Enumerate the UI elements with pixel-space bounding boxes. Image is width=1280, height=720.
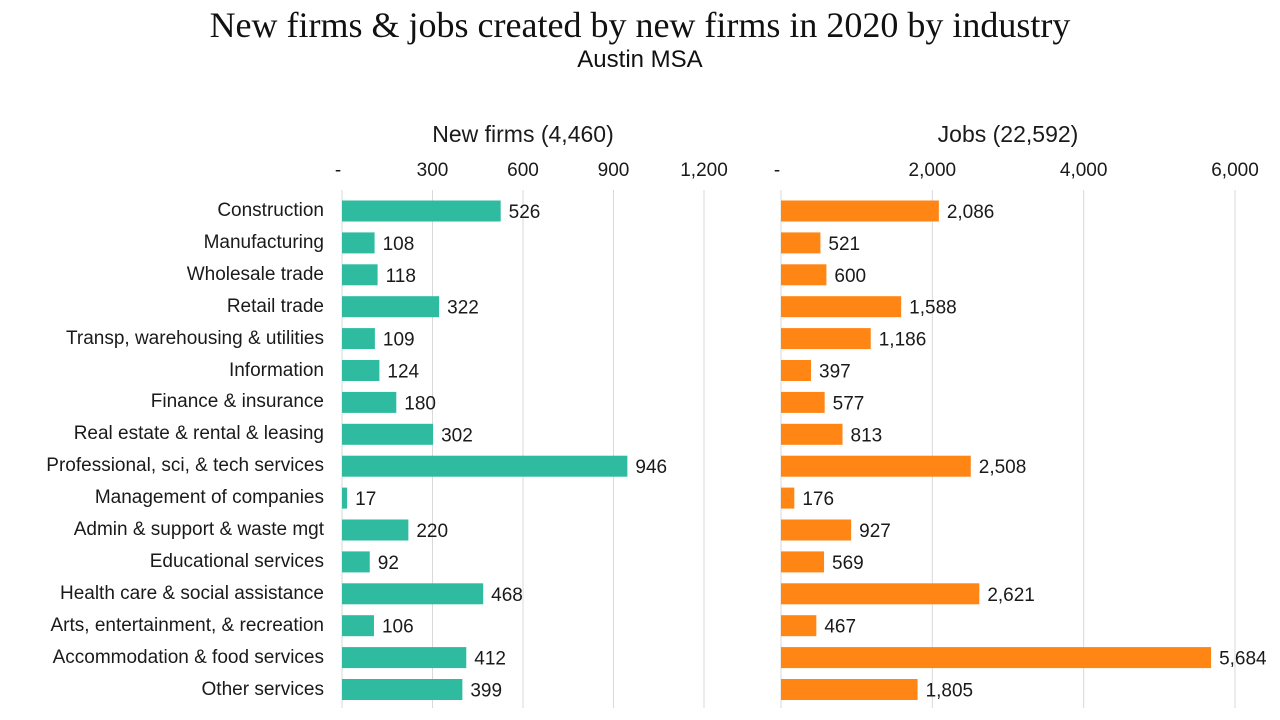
firms-value-label: 322 <box>447 298 479 319</box>
jobs-tick-label: - <box>774 160 780 181</box>
firms-bar <box>342 679 463 700</box>
jobs-value-label: 467 <box>824 617 856 638</box>
firms-value-label: 220 <box>416 521 448 542</box>
firms-bar <box>342 360 380 381</box>
firms-bar <box>342 264 378 286</box>
firms-value-label: 92 <box>378 553 399 574</box>
jobs-tick-label: 6,000 <box>1211 160 1259 181</box>
jobs-bar <box>781 328 871 350</box>
firms-bar <box>342 423 434 445</box>
firms-tick-label: 300 <box>417 160 449 181</box>
firms-value-label: 106 <box>382 617 414 638</box>
firms-value-label: 946 <box>635 457 667 478</box>
firms-value-label: 17 <box>355 489 376 510</box>
jobs-bar <box>781 583 980 605</box>
firms-bar <box>342 519 409 541</box>
jobs-bar <box>781 487 795 509</box>
jobs-bar <box>781 647 1212 669</box>
category-label: Professional, sci, & tech services <box>46 455 324 477</box>
category-label: Retail trade <box>226 295 324 317</box>
firms-bar <box>342 296 440 318</box>
jobs-bar <box>781 264 827 286</box>
firms-value-label: 526 <box>509 202 541 223</box>
firms-value-label: 302 <box>441 425 473 446</box>
jobs-bar <box>781 200 939 222</box>
firms-value-label: 399 <box>470 681 502 702</box>
firms-bar <box>342 487 348 509</box>
firms-value-label: 118 <box>386 266 416 287</box>
firms-value-label: 180 <box>404 393 436 414</box>
jobs-value-label: 2,086 <box>947 202 995 223</box>
jobs-bar <box>781 391 825 413</box>
jobs-value-label: 577 <box>833 393 865 414</box>
firms-tick-label: 1,200 <box>680 160 728 181</box>
jobs-bar <box>781 679 918 700</box>
jobs-value-label: 813 <box>851 425 883 446</box>
category-label: Arts, entertainment, & recreation <box>50 614 324 636</box>
jobs-value-label: 927 <box>859 521 891 542</box>
chart-subtitle: Austin MSA <box>577 46 703 73</box>
firms-value-label: 412 <box>474 649 506 670</box>
firms-value-label: 468 <box>491 585 523 606</box>
jobs-value-label: 521 <box>828 234 860 255</box>
firms-bar <box>342 232 375 254</box>
jobs-bar <box>781 423 843 445</box>
firms-bar <box>342 615 374 637</box>
jobs-value-label: 1,805 <box>926 681 974 702</box>
jobs-value-label: 5,684 <box>1219 649 1267 670</box>
category-label: Real estate & rental & leasing <box>73 423 324 445</box>
jobs-bar <box>781 519 852 541</box>
firms-bar <box>342 551 370 573</box>
jobs-bar <box>781 551 825 573</box>
jobs-bar <box>781 296 902 318</box>
jobs-value-label: 569 <box>832 553 864 574</box>
jobs-bar <box>781 232 821 254</box>
firms-bar <box>342 647 467 669</box>
jobs-tick-label: 2,000 <box>909 160 957 181</box>
jobs-bar <box>781 360 812 381</box>
firms-value-label: 108 <box>383 234 415 255</box>
firms-panel-title: New firms (4,460) <box>432 121 614 147</box>
category-label: Admin & support & waste mgt <box>73 519 324 540</box>
jobs-value-label: 2,508 <box>979 457 1027 478</box>
category-label: Accommodation & food services <box>52 646 324 668</box>
category-label: Wholesale trade <box>186 263 324 285</box>
category-label: Management of companies <box>94 487 324 509</box>
category-label: Health care & social assistance <box>59 582 324 604</box>
jobs-tick-label: 4,000 <box>1060 160 1108 181</box>
jobs-value-label: 600 <box>834 266 866 287</box>
category-label: Manufacturing <box>203 231 324 253</box>
category-label: Other services <box>201 678 324 700</box>
jobs-value-label: 176 <box>802 489 834 510</box>
jobs-value-label: 2,621 <box>987 585 1035 606</box>
firms-bar <box>342 200 501 222</box>
firms-tick-label: - <box>335 160 341 181</box>
category-label: Finance & insurance <box>150 391 324 413</box>
firms-value-label: 109 <box>383 330 415 351</box>
jobs-value-label: 1,186 <box>879 330 927 351</box>
firms-value-label: 124 <box>387 362 419 383</box>
firms-bar <box>342 455 628 477</box>
jobs-panel-title: Jobs (22,592) <box>937 121 1079 147</box>
firms-tick-label: 600 <box>507 160 539 181</box>
firms-tick-label: 900 <box>598 160 630 181</box>
firms-bar <box>342 328 375 350</box>
jobs-bar <box>781 615 817 637</box>
jobs-value-label: 1,588 <box>909 298 957 319</box>
category-label: Educational services <box>149 550 324 572</box>
category-label: Information <box>228 359 324 381</box>
jobs-value-label: 397 <box>819 362 851 383</box>
firms-bar <box>342 391 397 413</box>
firms-bar <box>342 583 484 605</box>
jobs-bar <box>781 455 971 477</box>
category-label: Transp, warehousing & utilities <box>65 327 324 349</box>
chart-title: New firms & jobs created by new firms in… <box>209 5 1071 45</box>
category-label: Construction <box>217 200 324 221</box>
